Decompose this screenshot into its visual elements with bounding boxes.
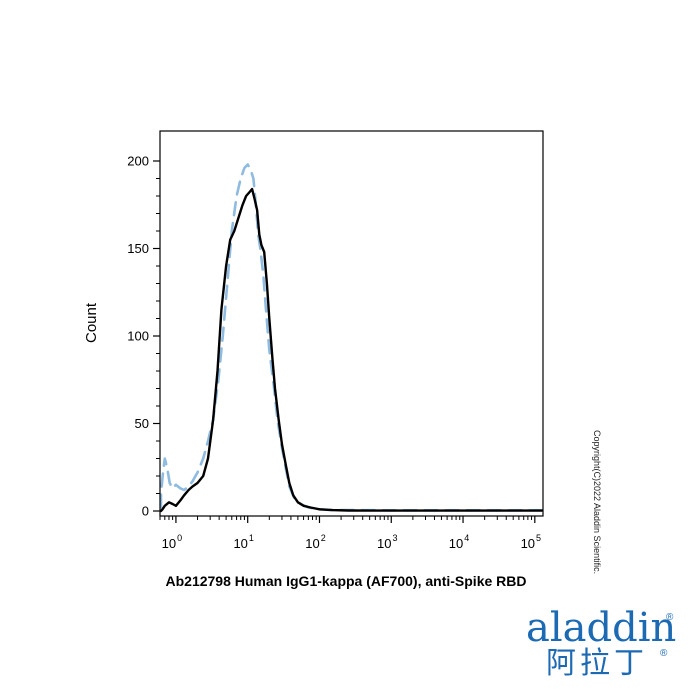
logo-chinese-text: 阿拉丁 xyxy=(546,646,648,681)
logo-wordmark: aladdin xyxy=(526,605,677,651)
logo-registered-mark: ® xyxy=(666,612,674,623)
x-tick-label: 103 xyxy=(377,533,397,551)
x-axis-title: Ab212798 Human IgG1-kappa (AF700), anti-… xyxy=(166,573,527,589)
plot-area xyxy=(159,163,544,513)
y-axis-title: Count xyxy=(83,302,100,343)
x-tick-label: 105 xyxy=(521,533,541,551)
aladdin-logo: aladdin ® 阿拉丁 ® xyxy=(526,606,676,688)
y-tick-label: 100 xyxy=(127,329,149,344)
x-tick-label: 102 xyxy=(305,533,325,551)
y-tick-label: 0 xyxy=(142,504,149,519)
logo-registered-mark-cn: ® xyxy=(660,648,668,659)
y-tick-label: 200 xyxy=(127,154,149,169)
series-line-solid xyxy=(159,187,544,513)
axes: 0 50 100 150 200 100 101 102 103 104 105 xyxy=(127,130,544,551)
y-tick-label: 50 xyxy=(135,416,149,431)
series-line-dashed xyxy=(159,163,544,512)
x-tick-label: 104 xyxy=(449,533,469,551)
copyright-text: Copyright(C)2022 Aladdin Scientific. xyxy=(592,430,602,575)
plot-frame xyxy=(159,130,544,517)
x-tick-label: 100 xyxy=(162,533,182,551)
y-tick-label: 150 xyxy=(127,241,149,256)
x-tick-label: 101 xyxy=(233,533,253,551)
